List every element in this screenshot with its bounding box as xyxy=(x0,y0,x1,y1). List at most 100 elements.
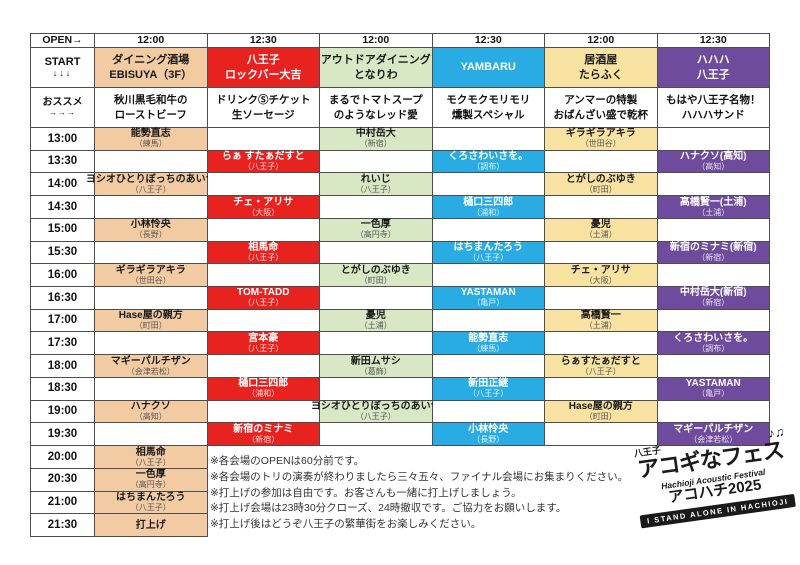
performer-name: YASTAMAN xyxy=(685,378,741,390)
performer-name: Hase屋の親方 xyxy=(568,401,633,413)
performer-name: 樋口三四郎 xyxy=(238,378,289,390)
open-header: OPEN→ xyxy=(30,33,95,48)
empty-slot xyxy=(545,332,658,356)
time-label: 19:30 xyxy=(30,423,95,447)
time-label: 21:30 xyxy=(30,514,95,537)
performer-place: （八王子） xyxy=(355,412,396,422)
performer-cell: 高橋賢一(土浦) （土浦） xyxy=(657,196,770,219)
performer-cell: 小林怜央 （長野） xyxy=(432,423,545,447)
empty-slot xyxy=(95,241,208,265)
performer-place: （八王子） xyxy=(468,253,509,263)
performer-place: （世田谷） xyxy=(580,139,621,149)
empty-slot xyxy=(657,173,770,197)
performer-cell: 能勢直志 （練馬） xyxy=(432,332,545,356)
venue-name-ebisuya: ダイニング酒場 EBISUYA（3F） xyxy=(95,48,208,88)
performer-place: （土浦） xyxy=(584,230,617,240)
performer-place: （新宿） xyxy=(697,298,730,308)
performer-place: （町田） xyxy=(359,275,392,285)
empty-slot xyxy=(207,173,320,197)
performer-cell: とがしのぶゆき （町田） xyxy=(320,264,433,288)
note-line: ※打上げ会場は23時30分クローズ、24時撤収です。ご協力をお願いします。 xyxy=(210,502,567,515)
empty-slot xyxy=(432,173,545,197)
performer-name: 小林怜央 xyxy=(468,423,509,435)
empty-slot xyxy=(432,128,545,151)
performer-name: 一色厚 xyxy=(135,469,166,481)
performer-cell: 打上げ xyxy=(95,514,208,537)
performer-place: （八王子） xyxy=(243,343,284,353)
performer-cell: はちまんたろう （八王子） xyxy=(432,241,545,265)
performer-name: ギラギラアキラ xyxy=(115,264,186,276)
note-line: ※打上げ後はどうぞ八王子の繁華街をお楽しみください。 xyxy=(210,518,482,530)
performer-cell: くろさわいさを。 （調布） xyxy=(432,150,545,174)
performer-name: はちまんたろう xyxy=(453,242,523,254)
performer-place: （高知） xyxy=(697,162,730,172)
venue-open-time: 12:00 xyxy=(320,33,433,48)
performer-cell: はちまんたろう （八王子） xyxy=(95,491,208,515)
performer-name: Hase屋の親方 xyxy=(118,310,183,322)
time-label: 18:30 xyxy=(30,377,95,401)
right-arrows-icon: →→→ xyxy=(49,108,76,118)
performer-cell: チェ・アリサ （大阪） xyxy=(207,196,320,219)
empty-slot xyxy=(657,264,770,288)
time-label: 17:00 xyxy=(30,309,95,333)
performer-place: （浦和） xyxy=(472,207,505,217)
performer-name: 宮本豪 xyxy=(248,332,279,344)
time-label: 13:30 xyxy=(30,150,95,174)
performer-name: ハナクソ xyxy=(130,401,171,413)
time-label: 18:00 xyxy=(30,355,95,378)
performer-name: 一色厚 xyxy=(360,219,391,231)
venue-recommend: ドリンクⓈチケット 生ソーセージ xyxy=(207,88,320,128)
performer-name: ヨシオひとりぼっちのあいつ xyxy=(85,173,216,185)
performer-name: くろさわいさを。 xyxy=(673,332,754,344)
performer-name: 打上げ xyxy=(135,519,166,531)
performer-cell: らぁすたぁだすと （八王子） xyxy=(545,355,658,378)
performer-name: 新田正継 xyxy=(468,378,509,390)
performer-place: （葛飾） xyxy=(359,366,392,376)
venue-recommend: アンマーの特製 おばんざい盛で乾杯 xyxy=(545,88,658,128)
performer-name: 相馬命 xyxy=(248,242,279,254)
performer-name: ギラギラアキラ xyxy=(565,128,636,140)
performer-cell: YASTAMAN （亀戸） xyxy=(432,287,545,310)
performer-cell: とがしのぶゆき （町田） xyxy=(545,173,658,197)
empty-slot xyxy=(207,355,320,378)
performer-cell: Hase屋の親方 （町田） xyxy=(95,309,208,333)
empty-slot xyxy=(657,400,770,424)
performer-name: くろさわいさを。 xyxy=(448,151,529,163)
time-label: 13:00 xyxy=(30,128,95,151)
performer-place: （大阪） xyxy=(584,275,617,285)
performer-cell: 憂児 （土浦） xyxy=(545,218,658,242)
venue-open-time: 12:00 xyxy=(545,33,658,48)
venue-recommend: もはや八王子名物！ ハハハサンド xyxy=(657,88,770,128)
performer-name: はちまんたろう xyxy=(116,491,186,503)
empty-slot xyxy=(95,287,208,310)
performer-place: （町田） xyxy=(134,321,167,331)
venue-name-tarafuku: 居酒屋 たらふく xyxy=(545,48,658,88)
empty-slot xyxy=(432,400,545,424)
venue-recommend: モクモクモリモリ 燻製スペシャル xyxy=(432,88,545,128)
performer-place: （八王子） xyxy=(130,457,171,467)
empty-slot xyxy=(95,332,208,356)
performer-place: （八王子） xyxy=(355,184,396,194)
empty-slot xyxy=(95,423,208,447)
performer-cell: 能勢直志 （練馬） xyxy=(95,128,208,151)
performer-place: （新宿） xyxy=(359,139,392,149)
performer-name: らぁ すたぁだすと xyxy=(221,151,305,163)
performer-place: （高円寺） xyxy=(130,480,171,490)
performer-place: （会津若松） xyxy=(126,366,175,376)
performer-place: （練馬） xyxy=(472,343,505,353)
performer-cell: 樋口三四郎 （浦和） xyxy=(432,196,545,219)
empty-slot xyxy=(320,196,433,219)
footer-notes: ※各会場のOPENは60分前です。 ※各会場のトリの演奏が終わりましたら三々五々… xyxy=(210,454,670,533)
empty-slot xyxy=(545,377,658,401)
performer-name: 高橋賢一 xyxy=(580,310,621,322)
empty-slot xyxy=(207,128,320,151)
performer-name: マギーパルチザン xyxy=(673,423,754,435)
empty-slot xyxy=(657,128,770,151)
empty-slot xyxy=(545,423,658,447)
empty-slot xyxy=(320,150,433,174)
performer-place: （八王子） xyxy=(243,298,284,308)
empty-slot xyxy=(320,287,433,310)
empty-slot xyxy=(657,355,770,378)
performer-cell: 中村岳大(新宿) （新宿） xyxy=(657,287,770,310)
